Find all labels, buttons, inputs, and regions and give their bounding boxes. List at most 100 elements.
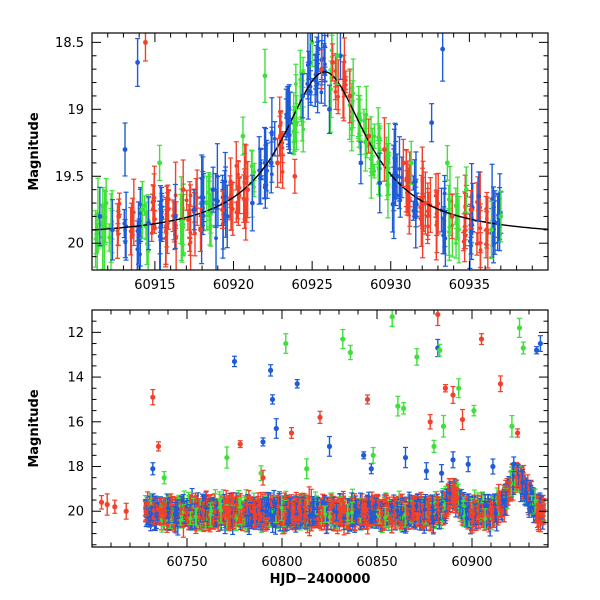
top-blue-point <box>172 183 178 250</box>
top-y-tick-label: 20 <box>67 237 84 252</box>
top-y-tick-label: 18.5 <box>55 36 84 51</box>
top-cluster-point <box>208 192 214 215</box>
top-green-point <box>488 200 494 260</box>
top-cluster-point <box>489 163 495 235</box>
bottom-y-tick-label: 12 <box>67 326 84 341</box>
top-cluster-point <box>277 115 283 157</box>
top-cluster-point <box>184 189 190 211</box>
top-cluster-point <box>362 127 368 155</box>
top-cluster-point <box>304 72 310 95</box>
top-blue-point <box>377 152 383 214</box>
top-cluster-point <box>403 148 409 213</box>
top-red-point <box>197 207 203 253</box>
top-y-axis-title: Magnitude <box>27 112 42 191</box>
top-green-point <box>309 33 315 68</box>
top-cluster-point <box>322 46 328 82</box>
bottom-y-tick-label: 16 <box>67 415 84 430</box>
top-blue-point <box>191 189 197 231</box>
top-cluster-point <box>418 211 424 227</box>
bottom-x-axis-title: HJD−2400000 <box>270 572 371 587</box>
top-red-point <box>449 193 455 240</box>
bottom-x-tick-label: 60800 <box>261 555 302 570</box>
top-blue-point <box>495 195 501 251</box>
top-cluster-point <box>157 200 163 255</box>
top-red-point <box>292 158 298 194</box>
top-blue-point <box>326 84 332 135</box>
top-x-tick-label: 60915 <box>134 278 175 293</box>
top-cluster-point <box>396 136 402 202</box>
top-blue-point <box>315 33 321 72</box>
top-blue-point <box>146 196 152 251</box>
top-green-point <box>334 33 340 85</box>
top-cluster-point <box>446 207 452 256</box>
bottom-x-tick-label: 60900 <box>451 555 492 570</box>
top-cluster-point <box>215 175 221 227</box>
top-red-point <box>142 33 148 62</box>
top-blue-point <box>476 171 482 222</box>
top-blue-point <box>135 37 141 87</box>
top-green-point <box>463 166 469 213</box>
top-red-point <box>400 138 406 187</box>
top-panel: 60915 60920 60925 60930 60935 18.5 19 19.5 20 Ma… <box>27 32 549 293</box>
top-cluster-point <box>272 121 278 157</box>
top-x-tick-label: 60920 <box>213 278 254 293</box>
top-green-point <box>498 190 504 243</box>
top-cluster-point <box>249 149 255 183</box>
top-blue-point <box>249 174 255 232</box>
top-cluster-point <box>474 232 480 256</box>
top-cluster-point <box>187 236 193 252</box>
top-data-layer <box>92 33 548 270</box>
top-blue-point <box>122 122 128 177</box>
top-red-point <box>468 190 474 230</box>
bottom-panel: 60750 60800 60850 60900 12 14 16 18 20 Magnitude… <box>27 309 549 587</box>
top-red-point <box>330 43 336 82</box>
top-red-point <box>381 117 387 182</box>
top-x-tick-label: 60930 <box>370 278 411 293</box>
top-cluster-point <box>95 177 101 250</box>
top-x-tick-label: 60925 <box>291 278 332 293</box>
top-cluster-point <box>233 141 239 191</box>
top-red-point <box>319 49 325 90</box>
top-blue-point <box>287 91 293 155</box>
top-red-point <box>220 190 226 229</box>
top-red-point <box>275 137 281 188</box>
top-cluster-point <box>93 214 99 255</box>
top-axes: 60915 60920 60925 60930 60935 18.5 19 19.5 20 <box>55 33 549 293</box>
top-red-point <box>180 159 186 220</box>
top-cluster-point <box>99 203 105 247</box>
top-green-point <box>408 140 414 185</box>
top-cluster-point <box>222 170 228 223</box>
top-green-point <box>139 180 145 239</box>
top-blue-point <box>224 184 230 249</box>
top-y-tick-label: 19 <box>67 103 84 118</box>
top-blue-point <box>109 199 115 261</box>
top-green-point <box>385 143 391 197</box>
top-red-point <box>116 198 122 235</box>
bottom-y-axis-title: Magnitude <box>27 389 42 468</box>
top-cluster-point <box>152 210 158 229</box>
top-blue-point <box>268 132 274 194</box>
bottom-y-tick-label: 14 <box>67 371 84 386</box>
top-blue-point <box>413 178 419 228</box>
top-red-point <box>484 211 490 249</box>
top-blue-point <box>300 73 306 119</box>
top-red-point <box>366 118 372 154</box>
top-green-point <box>240 116 246 156</box>
bottom-y-tick-label: 20 <box>67 505 84 520</box>
top-cluster-point <box>262 148 268 209</box>
top-red-point <box>347 68 353 124</box>
bottom-y-tick-label: 18 <box>67 460 84 475</box>
bottom-x-tick-label: 60750 <box>166 555 207 570</box>
top-cluster-point <box>122 218 128 242</box>
top-red-point <box>422 171 428 235</box>
top-x-tick-label: 60935 <box>449 278 490 293</box>
top-green-point <box>103 177 109 229</box>
top-cluster-point <box>341 37 347 87</box>
top-green-point <box>444 144 450 181</box>
top-cluster-point <box>453 227 459 259</box>
top-green-point <box>293 95 299 151</box>
top-blue-point <box>440 33 446 82</box>
bottom-x-tick-label: 60850 <box>356 555 397 570</box>
top-cluster-point <box>134 220 140 242</box>
